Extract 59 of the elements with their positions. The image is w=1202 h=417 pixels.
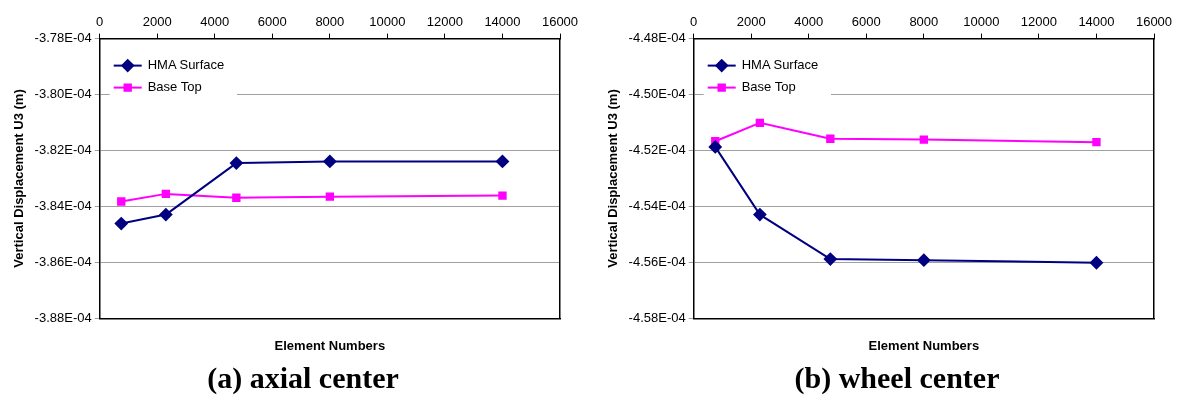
y-axis-title: Vertical Displacement U3 (m) — [11, 89, 27, 268]
point — [232, 193, 241, 202]
x-tick-label: 2000 — [142, 14, 172, 30]
x-tick-label: 16000 — [541, 14, 579, 30]
point — [161, 189, 171, 199]
point — [495, 154, 509, 168]
x-axis-title: Element Numbers — [868, 337, 980, 353]
point — [229, 156, 243, 170]
legend-label: HMA Surface — [741, 57, 819, 73]
point — [159, 208, 173, 222]
x-tick-label: 10000 — [963, 14, 1000, 30]
legend-label: Base Top — [147, 79, 202, 95]
point — [1092, 137, 1101, 147]
x-tick-label: 14000 — [484, 14, 521, 30]
point — [755, 118, 765, 127]
x-tick-label: 12000 — [1020, 14, 1057, 30]
y-tick-label: -4.54E-04 — [628, 198, 686, 214]
point — [117, 197, 126, 206]
point — [323, 154, 337, 168]
y-tick-label: -4.52E-04 — [628, 142, 686, 158]
y-tick-label: -3.86E-04 — [34, 254, 92, 270]
legend-label: HMA Surface — [147, 57, 225, 73]
point — [917, 253, 931, 267]
text: (a) axial center — [207, 360, 399, 396]
x-tick-label: 0 — [96, 14, 104, 30]
y-tick-label: -4.58E-04 — [628, 309, 686, 325]
x-tick-label: 16000 — [1135, 14, 1173, 30]
x-tick-label: 6000 — [257, 14, 287, 30]
point — [708, 140, 722, 154]
x-tick-label: 8000 — [315, 14, 345, 30]
legend-label: Base Top — [741, 79, 796, 95]
y-tick-label: -3.88E-04 — [34, 309, 92, 325]
x-tick-label: 14000 — [1078, 14, 1115, 30]
y-tick-label: -3.80E-04 — [34, 86, 92, 102]
y-tick-label: -3.82E-04 — [34, 142, 92, 158]
x-tick-label: 0 — [690, 14, 698, 30]
x-tick-label: 8000 — [909, 14, 939, 30]
x-tick-label: 4000 — [200, 14, 230, 30]
x-axis-title: Element Numbers — [274, 337, 386, 353]
y-axis-title: Vertical Displacement U3 (m) — [605, 89, 621, 268]
point — [919, 135, 929, 144]
y-tick-label: -4.56E-04 — [628, 254, 686, 270]
point — [114, 217, 128, 231]
point — [1089, 256, 1103, 270]
text: (b) wheel center — [794, 360, 1000, 396]
y-tick-label: -4.48E-04 — [628, 30, 686, 46]
x-tick-label: 6000 — [851, 14, 881, 30]
y-tick-label: -4.50E-04 — [628, 86, 686, 102]
y-tick-label: -3.78E-04 — [34, 30, 92, 46]
point — [498, 191, 507, 200]
x-tick-label: 10000 — [369, 14, 406, 30]
point — [823, 252, 837, 266]
x-tick-label: 2000 — [736, 14, 766, 30]
x-tick-label: 12000 — [426, 14, 463, 30]
point — [753, 208, 767, 222]
point — [325, 192, 335, 201]
x-tick-label: 4000 — [794, 14, 824, 30]
y-tick-label: -3.84E-04 — [34, 198, 92, 214]
point — [826, 134, 835, 143]
